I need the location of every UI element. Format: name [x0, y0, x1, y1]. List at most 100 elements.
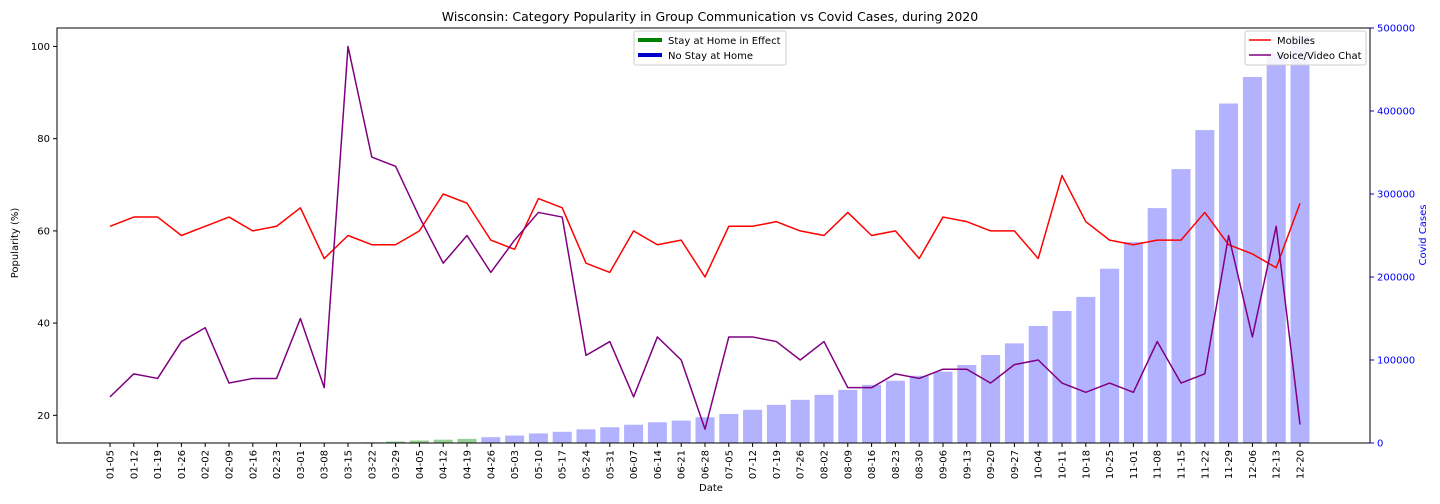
x-axis-label: Date — [699, 483, 723, 494]
cases-bar-06-14 — [647, 422, 667, 443]
x-tick-label: 03-01 — [296, 450, 307, 479]
x-tick-label: 10-18 — [1081, 450, 1092, 479]
plot-frame — [56, 27, 1371, 444]
cases-bar-09-13 — [957, 364, 977, 443]
x-tick-label: 11-15 — [1177, 450, 1188, 479]
x-tick-label: 02-09 — [225, 450, 236, 479]
x-tick-label: 06-07 — [629, 450, 640, 479]
cases-bar-08-30 — [909, 375, 929, 443]
x-tick-label: 01-05 — [106, 450, 117, 479]
x-tick-label: 04-05 — [415, 450, 426, 479]
x-tick-label: 03-22 — [367, 450, 378, 479]
x-tick-label: 04-19 — [463, 450, 474, 479]
cases-bar-07-05 — [719, 413, 739, 443]
x-tick-label: 09-13 — [962, 450, 973, 479]
x-tick-label: 10-04 — [1034, 450, 1045, 479]
cases-bar-09-27 — [1004, 343, 1024, 443]
y2-tick-label: 0 — [1377, 439, 1383, 450]
x-tick-label: 09-20 — [986, 450, 997, 479]
x-tick-label: 01-26 — [177, 450, 188, 479]
x-tick-label: 08-23 — [891, 450, 902, 479]
cases-bar-05-03 — [505, 435, 525, 443]
x-tick-label: 07-19 — [772, 450, 783, 479]
x-tick-label: 07-05 — [724, 450, 735, 479]
cases-bar-07-19 — [766, 404, 786, 443]
cases-bar-03-29 — [386, 441, 406, 443]
y-tick-label: 80 — [37, 134, 50, 145]
x-tick-label: 04-26 — [486, 450, 497, 479]
cases-bar-12-20 — [1290, 35, 1310, 443]
y-tick-label: 40 — [37, 319, 50, 330]
cases-bars — [338, 35, 1310, 443]
cases-bar-04-26 — [481, 437, 501, 443]
y2-tick-label: 400000 — [1377, 107, 1415, 118]
legend-nostay-label: No Stay at Home — [668, 51, 753, 62]
x-tick-label: 08-02 — [820, 450, 831, 479]
cases-bar-12-06 — [1242, 76, 1262, 443]
cases-bar-10-11 — [1052, 311, 1072, 443]
x-tick-label: 06-21 — [677, 450, 688, 479]
cases-bar-05-10 — [528, 433, 548, 443]
y2-axis-label: Covid Cases — [1418, 204, 1429, 265]
y2-axis-ticks: 0 100000 200000 300000 400000 500000 — [1370, 24, 1415, 450]
cases-bar-06-21 — [671, 420, 691, 443]
x-tick-label: 03-29 — [391, 450, 402, 479]
cases-bar-08-16 — [862, 384, 882, 443]
y-axis-ticks: 20 40 60 80 100 — [31, 42, 57, 422]
cases-bar-10-18 — [1076, 296, 1096, 443]
x-tick-label: 12-20 — [1296, 450, 1307, 479]
cases-bar-08-09 — [838, 389, 858, 443]
x-tick-label: 05-03 — [510, 450, 521, 479]
legend-mobiles-label: Mobiles — [1277, 36, 1315, 47]
x-tick-label: 01-12 — [129, 450, 140, 479]
series-lines — [109, 45, 1301, 430]
legend-series: Mobiles Voice/Video Chat — [1244, 30, 1367, 66]
cases-bar-06-28 — [695, 417, 715, 443]
x-tick-label: 11-29 — [1224, 450, 1235, 479]
cases-bar-09-20 — [981, 355, 1001, 443]
cases-bar-11-08 — [1147, 208, 1167, 443]
x-tick-label: 07-26 — [796, 450, 807, 479]
x-tick-label: 05-17 — [558, 450, 569, 479]
legend-voice-label: Voice/Video Chat — [1277, 51, 1362, 62]
cases-bar-08-02 — [814, 394, 834, 443]
x-tick-label: 02-23 — [272, 450, 283, 479]
x-tick-label: 09-27 — [1010, 450, 1021, 479]
x-tick-label: 11-01 — [1129, 450, 1140, 479]
x-tick-label: 03-08 — [320, 450, 331, 479]
cases-bar-04-05 — [409, 440, 429, 443]
y-axis-label: Popularity (%) — [10, 208, 21, 279]
cases-bar-07-12 — [743, 409, 763, 443]
x-tick-label: 06-28 — [701, 450, 712, 479]
x-tick-label: 10-11 — [1058, 450, 1069, 479]
cases-bar-10-04 — [1028, 325, 1048, 443]
x-tick-label: 09-06 — [939, 450, 950, 479]
y2-tick-label: 500000 — [1377, 24, 1415, 35]
y-tick-label: 60 — [37, 226, 50, 237]
cases-bar-06-07 — [624, 424, 644, 443]
cases-bar-05-17 — [552, 431, 572, 443]
cases-bar-11-01 — [1123, 242, 1143, 443]
x-tick-label: 02-02 — [201, 450, 212, 479]
series-line-voice-video-chat — [109, 45, 1301, 430]
y2-tick-label: 200000 — [1377, 273, 1415, 284]
x-tick-label: 08-09 — [843, 450, 854, 479]
cases-bar-08-23 — [885, 380, 905, 443]
x-tick-label: 11-22 — [1200, 450, 1211, 479]
y-tick-label: 100 — [31, 42, 50, 53]
chart-title: Wisconsin: Category Popularity in Group … — [442, 9, 978, 24]
cases-bar-05-24 — [576, 429, 596, 443]
cases-bar-11-22 — [1195, 130, 1215, 443]
y2-tick-label: 300000 — [1377, 190, 1415, 201]
legend-stay-at-home: Stay at Home in Effect No Stay at Home — [633, 30, 787, 66]
cases-bar-05-31 — [600, 427, 620, 443]
x-axis-ticks: 01-05 01-12 01-19 01-26 02-02 02-09 02-16 02-23… — [106, 443, 1307, 479]
cases-bar-11-15 — [1171, 169, 1191, 443]
x-tick-label: 08-30 — [915, 450, 926, 479]
x-tick-label: 01-19 — [153, 450, 164, 479]
x-tick-label: 11-08 — [1153, 450, 1164, 479]
x-tick-label: 08-16 — [867, 450, 878, 479]
cases-bar-04-12 — [433, 439, 453, 443]
cases-bar-11-29 — [1219, 103, 1239, 443]
